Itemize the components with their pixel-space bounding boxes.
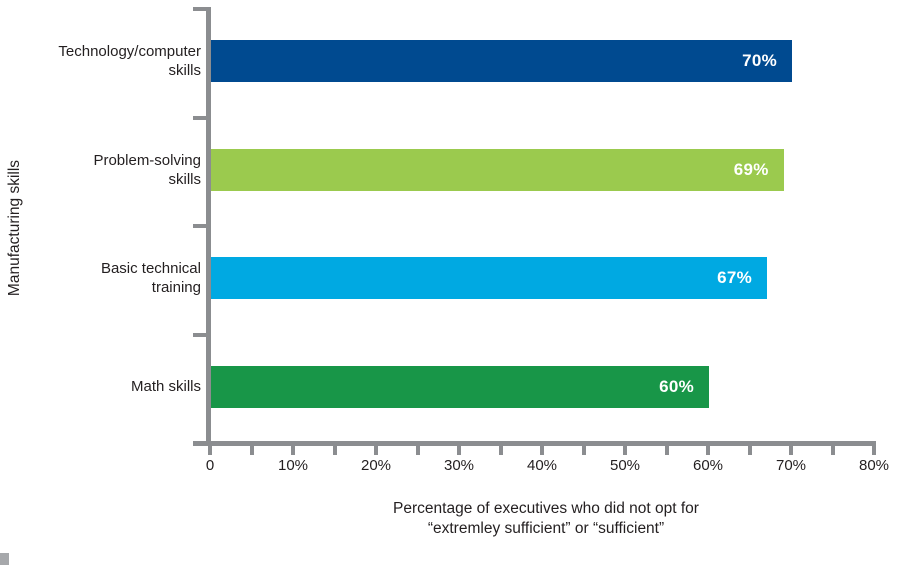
y-axis-tick: [193, 224, 206, 228]
bar: 69%: [211, 148, 784, 191]
x-axis-tick-label: 30%: [443, 457, 475, 474]
x-axis-caption-line-2: “extremley sufficient” or “sufficient”: [427, 520, 665, 537]
x-axis-tick: [415, 441, 420, 455]
x-axis-caption-line-1: Percentage of executives who did not opt…: [393, 500, 699, 517]
bar: 60%: [211, 365, 709, 408]
x-axis-tick: [581, 441, 586, 455]
x-axis-tick-label: 10%: [277, 457, 309, 474]
category-label: Basic technical training: [100, 260, 201, 297]
bar: 70%: [211, 40, 792, 83]
category-label: Problem-solving skills: [93, 151, 201, 188]
x-axis-tick: [208, 441, 212, 455]
bar-value-label: 69%: [733, 159, 769, 179]
x-axis-tick: [540, 441, 544, 455]
x-axis-tick: [747, 441, 752, 455]
x-axis-tick: [872, 441, 876, 455]
bar-value-label: 60%: [659, 376, 694, 396]
bar-value-label: 70%: [742, 51, 777, 71]
x-axis-tick-label: 80%: [858, 457, 890, 474]
category-label: Technology/computer skills: [58, 43, 201, 80]
y-axis-tick: [193, 7, 206, 11]
bar: 67%: [211, 257, 768, 300]
x-axis-tick: [249, 441, 254, 455]
x-axis-tick: [664, 441, 669, 455]
x-axis-caption: Percentage of executives who did not opt…: [210, 499, 882, 539]
y-axis-tick: [193, 332, 206, 337]
x-axis-tick: [457, 441, 461, 455]
x-axis-tick: [623, 441, 627, 455]
x-axis-line: [193, 441, 876, 446]
x-axis-tick: [332, 441, 337, 455]
y-axis-title: Manufacturing skills: [6, 159, 23, 297]
x-axis-tick-label: 50%: [609, 457, 641, 474]
category-label: Math skills: [130, 378, 201, 396]
bar-value-label: 67%: [717, 268, 753, 288]
x-axis-tick-label: 60%: [692, 457, 724, 474]
x-axis-tick: [789, 441, 793, 455]
x-axis-tick-label: 20%: [360, 457, 392, 474]
x-axis-tick: [374, 441, 378, 455]
y-axis-line: [206, 7, 211, 446]
x-axis-tick-label: 70%: [775, 457, 807, 474]
page-corner-mark: [0, 553, 9, 565]
y-axis-tick: [193, 115, 206, 120]
x-axis-tick-label: 40%: [526, 457, 558, 474]
x-axis-tick: [830, 441, 835, 455]
x-axis-tick-label: 0: [205, 457, 215, 474]
x-axis-tick: [498, 441, 503, 455]
x-axis-tick: [706, 441, 710, 455]
x-axis-tick: [291, 441, 295, 455]
